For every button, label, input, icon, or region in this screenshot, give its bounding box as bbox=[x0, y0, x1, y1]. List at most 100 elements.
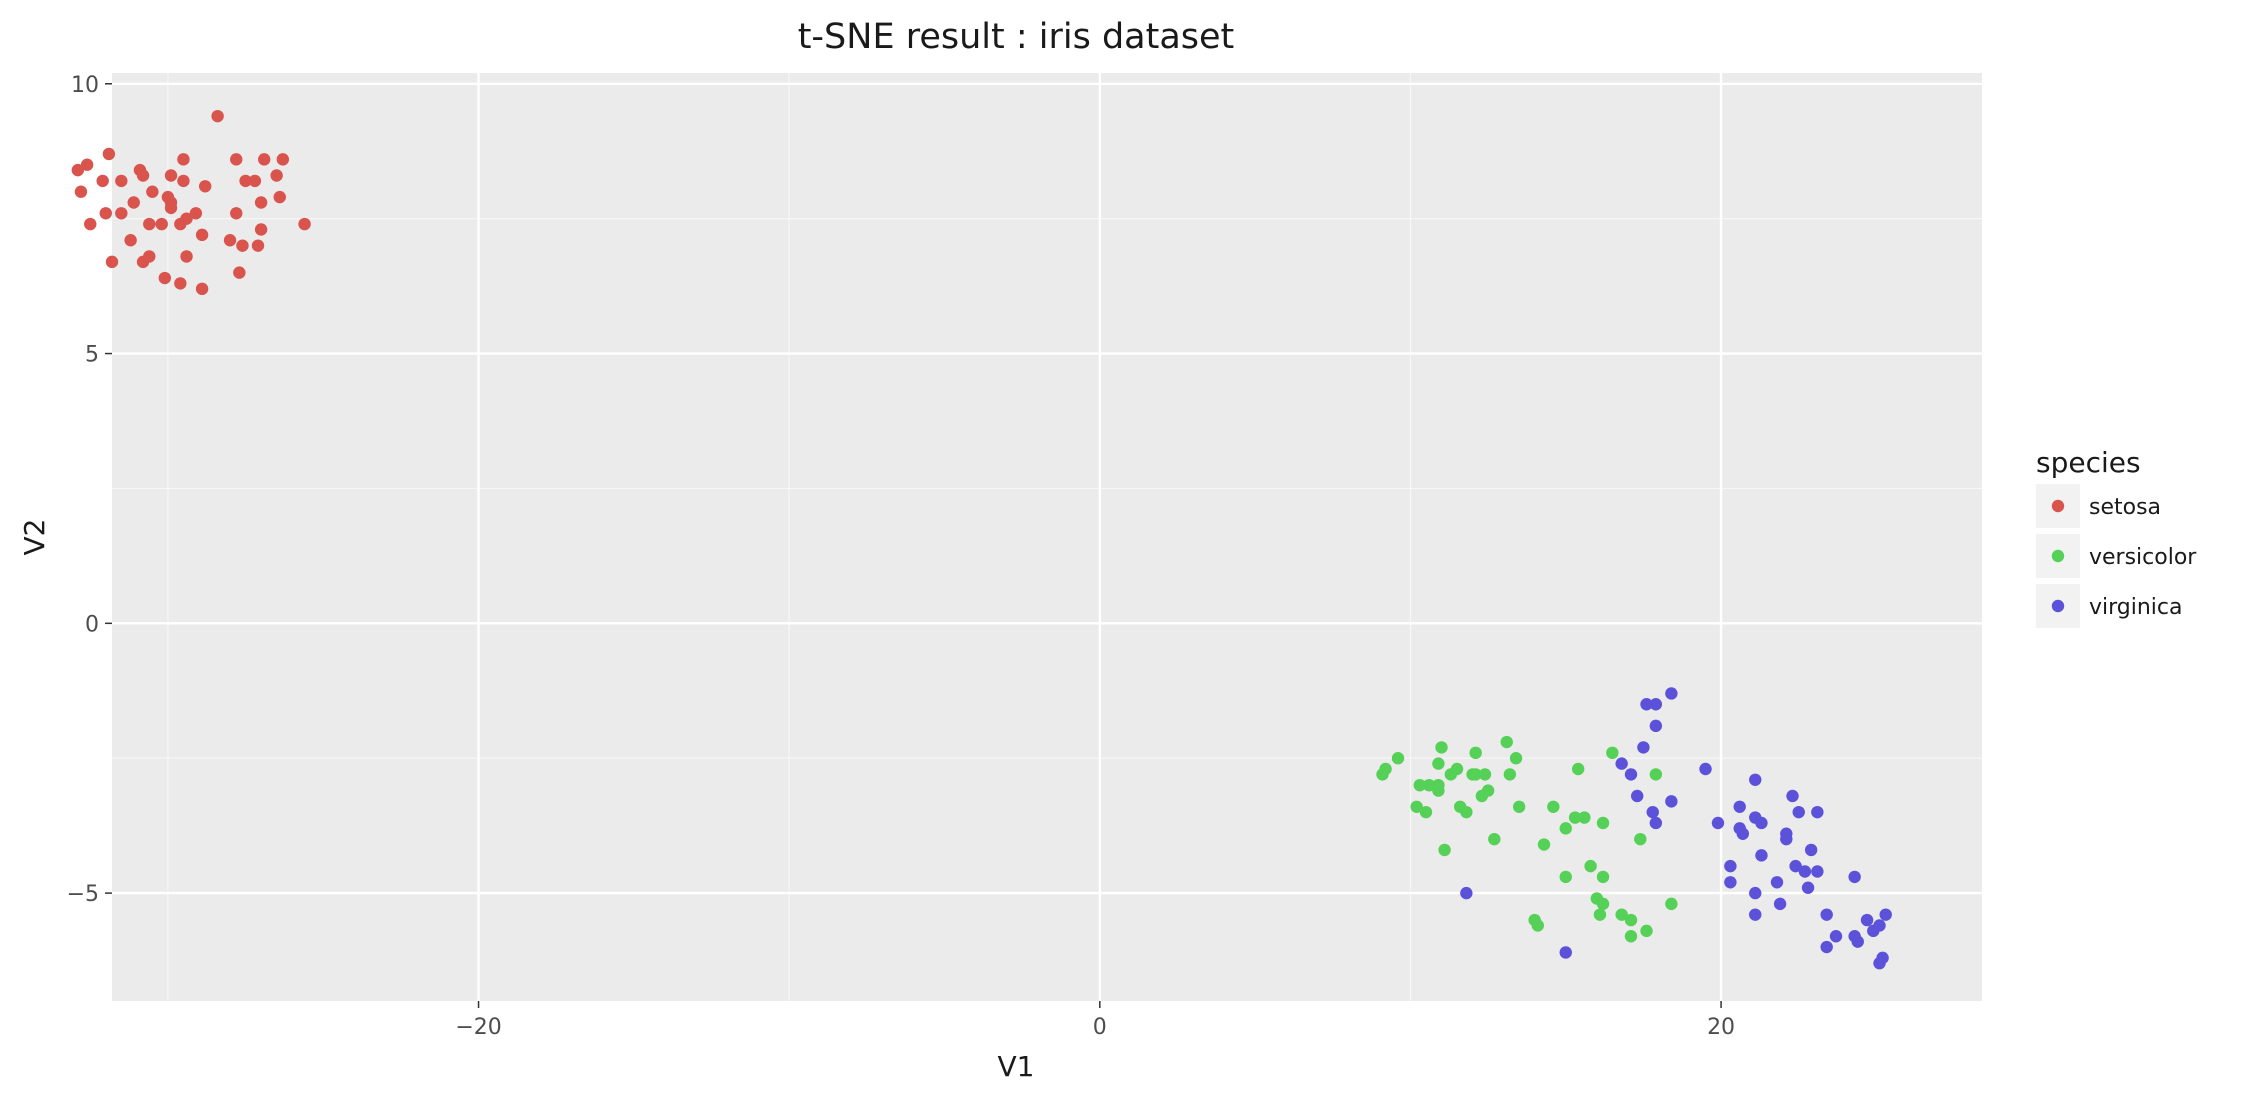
x-tick-label: 20 bbox=[1707, 1015, 1735, 1040]
versicolor-point bbox=[1615, 908, 1628, 921]
virginica-point bbox=[1801, 881, 1815, 894]
virginica-point bbox=[1665, 795, 1678, 808]
y-tick-label: 10 bbox=[71, 73, 99, 98]
virginica-point bbox=[1646, 805, 1659, 819]
virginica-point bbox=[1640, 698, 1653, 711]
versicolor-point bbox=[1559, 822, 1572, 835]
setosa-point bbox=[276, 153, 290, 166]
setosa-point bbox=[164, 169, 178, 182]
virginica-point bbox=[1860, 913, 1874, 927]
virginica-point bbox=[1879, 908, 1892, 921]
versicolor-point bbox=[1391, 752, 1405, 765]
setosa-point bbox=[96, 174, 109, 188]
versicolor-point bbox=[1422, 778, 1436, 792]
virginica-point bbox=[1615, 757, 1628, 770]
versicolor-point bbox=[1665, 897, 1678, 911]
versicolor-point bbox=[1512, 800, 1526, 813]
legend-label-setosa: setosa bbox=[2089, 495, 2161, 520]
versicolor-point bbox=[1432, 778, 1445, 792]
versicolor-point bbox=[1559, 870, 1572, 884]
setosa-point bbox=[180, 250, 193, 263]
setosa-point bbox=[143, 217, 156, 231]
versicolor-point bbox=[1596, 870, 1610, 884]
virginica-point bbox=[1848, 870, 1861, 884]
setosa-point bbox=[136, 255, 150, 269]
virginica-point bbox=[1460, 886, 1473, 900]
versicolor-point bbox=[1475, 789, 1489, 803]
plot-panel bbox=[112, 73, 1982, 1001]
major-grid bbox=[112, 73, 1982, 1001]
virginica-point bbox=[1829, 930, 1843, 943]
setosa-point bbox=[115, 174, 128, 188]
setosa-point bbox=[189, 207, 203, 220]
virginica-point bbox=[1773, 897, 1787, 911]
virginica-point bbox=[1873, 919, 1886, 932]
setosa-point bbox=[164, 201, 178, 215]
virginica-point bbox=[1724, 859, 1737, 873]
virginica-point bbox=[1711, 816, 1725, 830]
y-axis-ticks: −5 0 5 10 bbox=[67, 73, 112, 907]
legend-title: species bbox=[2036, 446, 2141, 479]
virginica-point bbox=[1780, 832, 1793, 846]
setosa-point bbox=[254, 223, 268, 236]
y-tick-label: −5 bbox=[67, 882, 99, 907]
versicolor-point bbox=[1578, 811, 1591, 824]
versicolor-point bbox=[1469, 768, 1482, 781]
setosa-point bbox=[115, 207, 128, 220]
virginica-point bbox=[1770, 876, 1784, 889]
setosa-point bbox=[198, 180, 212, 193]
setosa-point bbox=[248, 174, 262, 188]
versicolor-point bbox=[1419, 805, 1433, 819]
versicolor-point bbox=[1469, 746, 1482, 760]
versicolor-point bbox=[1568, 811, 1582, 824]
setosa-point bbox=[258, 153, 271, 166]
setosa-point bbox=[158, 271, 172, 285]
versicolor-point bbox=[1624, 913, 1638, 927]
setosa-point bbox=[136, 169, 150, 182]
x-tick-label: 0 bbox=[1093, 1015, 1107, 1040]
versicolor-point bbox=[1509, 752, 1523, 765]
setosa-point bbox=[127, 196, 140, 209]
virginica-point bbox=[1630, 789, 1644, 803]
versicolor-point bbox=[1379, 762, 1392, 776]
x-axis-ticks: −20 0 20 bbox=[455, 1001, 1735, 1040]
versicolor-point bbox=[1584, 859, 1597, 873]
versicolor-point bbox=[1547, 800, 1560, 813]
virginica-point bbox=[1649, 816, 1663, 830]
setosa-point bbox=[195, 282, 209, 296]
setosa-point bbox=[161, 190, 175, 204]
y-tick-label: 5 bbox=[85, 343, 99, 368]
setosa-point bbox=[233, 266, 246, 279]
setosa-point bbox=[102, 147, 116, 161]
versicolor-point bbox=[1596, 897, 1610, 911]
legend-label-virginica: virginica bbox=[2089, 595, 2183, 620]
setosa-point bbox=[174, 277, 187, 290]
versicolor-point bbox=[1413, 778, 1426, 792]
setosa-point bbox=[223, 234, 237, 247]
legend-marker-virginica bbox=[2051, 599, 2065, 613]
setosa-point bbox=[254, 196, 268, 209]
versicolor-point bbox=[1634, 832, 1647, 846]
virginica-point bbox=[1786, 789, 1799, 803]
setosa-point bbox=[236, 239, 249, 252]
versicolor-point bbox=[1649, 768, 1663, 781]
virginica-point bbox=[1665, 687, 1678, 700]
versicolor-point bbox=[1410, 800, 1423, 813]
virginica-point bbox=[1649, 719, 1663, 733]
virginica-point bbox=[1820, 908, 1833, 921]
virginica-point bbox=[1755, 849, 1768, 862]
versicolor-point bbox=[1478, 768, 1492, 781]
virginica-point bbox=[1749, 886, 1762, 900]
setosa-point bbox=[71, 163, 85, 177]
versicolor-point bbox=[1488, 832, 1501, 846]
virginica-point bbox=[1559, 946, 1572, 959]
setosa-point bbox=[177, 174, 190, 188]
chart-title: t-SNE result : iris dataset bbox=[798, 17, 1235, 57]
setosa-point bbox=[124, 234, 137, 247]
versicolor-point bbox=[1596, 816, 1610, 830]
versicolor-point bbox=[1531, 919, 1544, 932]
virginica-point bbox=[1699, 762, 1712, 776]
y-tick-label: 0 bbox=[85, 612, 99, 637]
versicolor-point bbox=[1438, 843, 1451, 857]
versicolor-point bbox=[1435, 741, 1448, 754]
